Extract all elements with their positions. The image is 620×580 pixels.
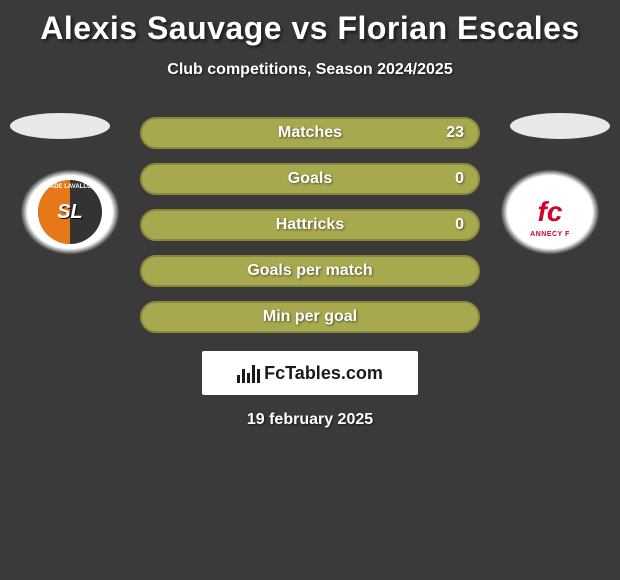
stat-row-goals-per-match: Goals per match <box>140 255 480 287</box>
page-title: Alexis Sauvage vs Florian Escales <box>0 0 620 47</box>
laval-badge-center: SL <box>57 201 83 224</box>
annecy-swoosh-icon: fc <box>538 196 563 228</box>
player-avatar-right <box>510 113 610 139</box>
stat-label: Min per goal <box>263 308 357 326</box>
club-badge-left: STADE LAVALLOIS SL <box>20 169 120 255</box>
bar-chart-icon <box>237 363 260 383</box>
stat-label: Goals per match <box>247 262 372 280</box>
stat-row-matches: Matches 23 <box>140 117 480 149</box>
player-avatar-left <box>10 113 110 139</box>
stat-label: Hattricks <box>276 216 344 234</box>
stat-row-hattricks: Hattricks 0 <box>140 209 480 241</box>
stat-value-right: 0 <box>455 216 464 234</box>
comparison-content: STADE LAVALLOIS SL fc ANNECY F Matches 2… <box>0 117 620 429</box>
brand-box: FcTables.com <box>202 351 418 395</box>
stat-row-goals: Goals 0 <box>140 163 480 195</box>
annecy-badge-text: ANNECY F <box>530 231 570 238</box>
date-label: 19 february 2025 <box>0 411 620 429</box>
stat-label: Goals <box>288 170 332 188</box>
club-badge-right: fc ANNECY F <box>500 169 600 255</box>
annecy-badge: fc ANNECY F <box>518 180 582 244</box>
brand-text: FcTables.com <box>264 363 383 384</box>
stat-value-right: 23 <box>446 124 464 142</box>
laval-badge: STADE LAVALLOIS SL <box>38 180 102 244</box>
stat-row-min-per-goal: Min per goal <box>140 301 480 333</box>
subtitle: Club competitions, Season 2024/2025 <box>0 61 620 79</box>
stat-label: Matches <box>278 124 342 142</box>
laval-badge-top-text: STADE LAVALLOIS <box>43 184 98 190</box>
stat-value-right: 0 <box>455 170 464 188</box>
